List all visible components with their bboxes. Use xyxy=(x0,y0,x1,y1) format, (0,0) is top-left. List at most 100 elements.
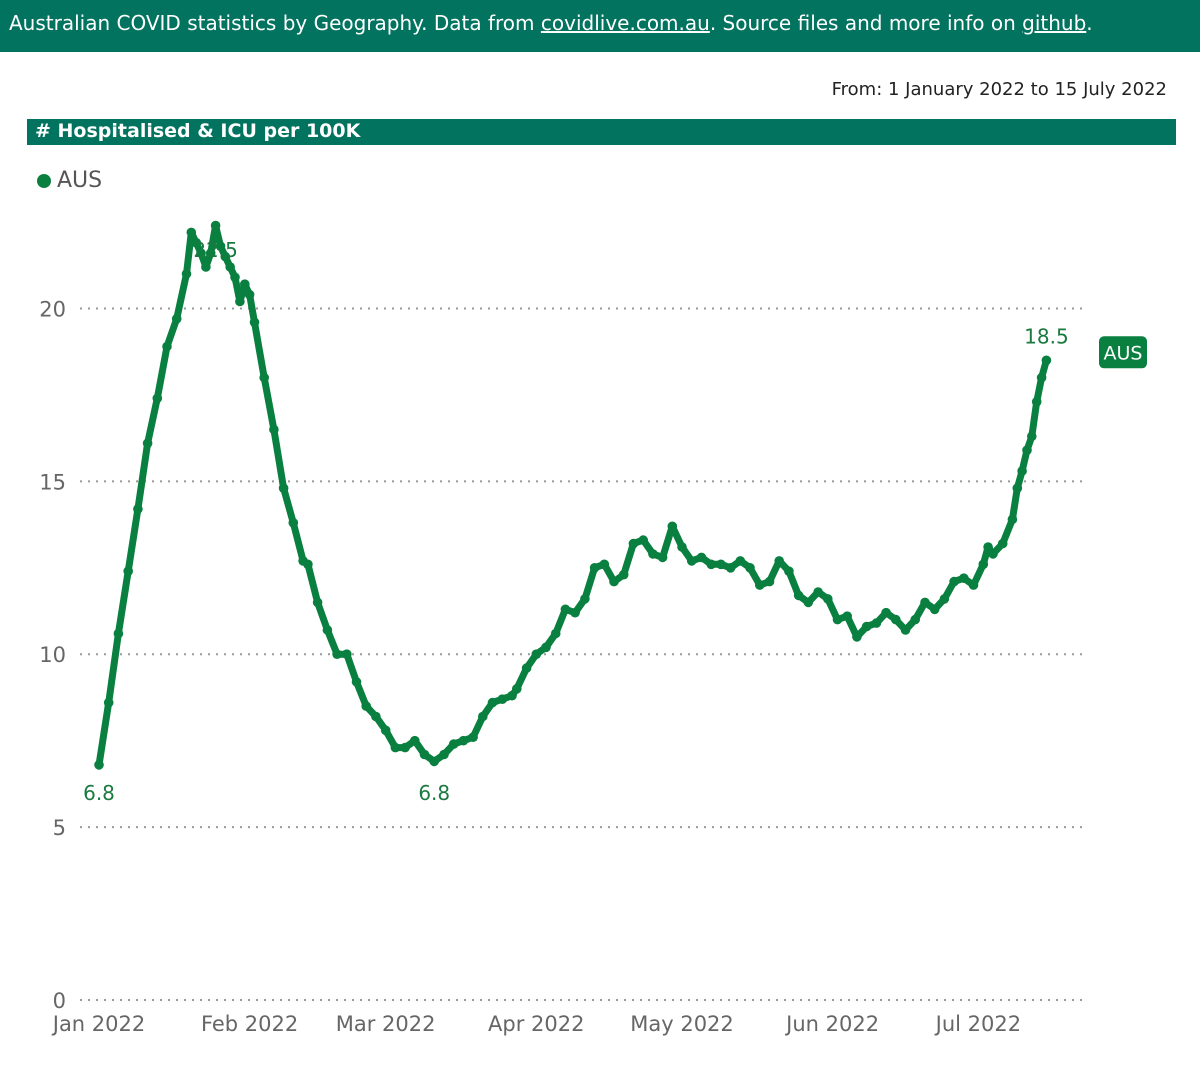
data-point xyxy=(716,559,726,570)
data-point xyxy=(929,604,940,615)
data-point xyxy=(745,563,755,573)
data-point xyxy=(1036,372,1047,383)
data-point xyxy=(419,749,430,760)
data-point xyxy=(371,711,381,722)
x-tick-label: Jul 2022 xyxy=(934,1012,1021,1036)
data-point xyxy=(570,607,580,618)
data-point xyxy=(609,576,619,587)
data-point xyxy=(458,735,469,746)
data-point xyxy=(1017,466,1027,476)
data-point xyxy=(497,694,508,704)
x-axis-ticks: Jan 2022 Feb 2022 Mar 2022 Apr 2022 May 2022… xyxy=(51,1012,1021,1036)
data-point xyxy=(1012,483,1023,494)
data-point xyxy=(677,542,687,552)
data-point xyxy=(755,580,765,590)
data-point xyxy=(103,697,114,708)
data-point xyxy=(215,241,226,251)
chart-legend[interactable]: AUS xyxy=(37,168,102,193)
data-point xyxy=(871,618,882,628)
x-tick-label: Apr 2022 xyxy=(488,1012,584,1036)
data-label: 6.8 xyxy=(83,781,115,805)
data-point xyxy=(959,573,969,583)
data-point xyxy=(322,625,333,635)
data-point xyxy=(429,756,440,767)
github-link[interactable]: github xyxy=(1022,11,1087,35)
data-point xyxy=(725,563,736,573)
data-point xyxy=(968,580,979,590)
series-line xyxy=(95,222,1050,769)
data-point xyxy=(978,559,989,570)
data-point xyxy=(667,521,678,532)
data-point xyxy=(478,711,488,722)
data-point xyxy=(657,552,668,563)
data-point xyxy=(123,566,133,576)
end-label-box xyxy=(1099,336,1147,369)
data-point xyxy=(351,677,362,687)
data-point xyxy=(706,559,716,570)
x-tick-label: Jan 2022 xyxy=(51,1012,146,1036)
series-aus xyxy=(94,220,1052,770)
data-point xyxy=(410,735,420,746)
data-point xyxy=(468,732,478,742)
data-point xyxy=(521,663,532,673)
data-point xyxy=(891,614,901,625)
data-point xyxy=(439,749,449,760)
data-point xyxy=(390,742,401,753)
data-point xyxy=(269,424,279,435)
data-point xyxy=(686,556,697,566)
data-point xyxy=(244,289,255,300)
data-point xyxy=(988,549,998,559)
data-point xyxy=(638,535,648,545)
data-point xyxy=(249,317,260,328)
data-point xyxy=(920,597,930,608)
data-point xyxy=(312,597,323,608)
data-labels: 6.8 22.5 6.8 18.5 xyxy=(83,238,1069,805)
data-point xyxy=(1041,355,1052,366)
data-point xyxy=(910,614,920,625)
data-point xyxy=(696,552,707,563)
y-tick-label: 10 xyxy=(39,643,66,667)
y-tick-label: 0 xyxy=(53,989,66,1013)
data-point xyxy=(205,248,216,258)
data-point xyxy=(774,556,784,566)
data-point xyxy=(550,628,561,639)
data-point xyxy=(852,632,862,642)
data-point xyxy=(1007,514,1018,525)
data-point xyxy=(162,341,172,352)
data-point xyxy=(259,372,270,383)
data-point xyxy=(881,607,891,618)
header-text-2: . Source files and more info on xyxy=(709,11,1023,35)
data-point xyxy=(220,251,231,262)
data-point xyxy=(448,739,459,749)
data-point xyxy=(361,701,372,711)
data-point xyxy=(764,576,775,587)
data-point xyxy=(589,563,600,573)
data-point xyxy=(1022,445,1032,456)
data-point xyxy=(1027,431,1037,442)
data-point xyxy=(230,272,240,283)
data-point xyxy=(628,538,639,549)
data-point xyxy=(152,393,163,404)
data-point xyxy=(648,549,658,559)
x-tick-label: Feb 2022 xyxy=(201,1012,298,1036)
date-range-label: From: 1 January 2022 to 15 July 2022 xyxy=(831,79,1167,100)
data-point xyxy=(288,518,299,528)
data-point xyxy=(599,559,610,570)
header-text-1: Australian COVID statistics by Geography… xyxy=(9,11,541,35)
data-point xyxy=(186,227,197,238)
y-tick-label: 20 xyxy=(39,297,66,321)
covidlive-link[interactable]: covidlive.com.au xyxy=(540,11,710,35)
data-point xyxy=(939,594,950,604)
data-point xyxy=(278,483,289,494)
data-point xyxy=(793,590,804,601)
data-label: 18.5 xyxy=(1024,324,1069,348)
data-point xyxy=(784,566,794,576)
data-point xyxy=(803,597,814,608)
data-point xyxy=(618,569,629,580)
data-point xyxy=(507,690,517,701)
data-point xyxy=(196,248,206,258)
data-point xyxy=(400,742,410,753)
end-label: AUS xyxy=(1099,336,1147,369)
data-label: 22.5 xyxy=(193,238,238,262)
